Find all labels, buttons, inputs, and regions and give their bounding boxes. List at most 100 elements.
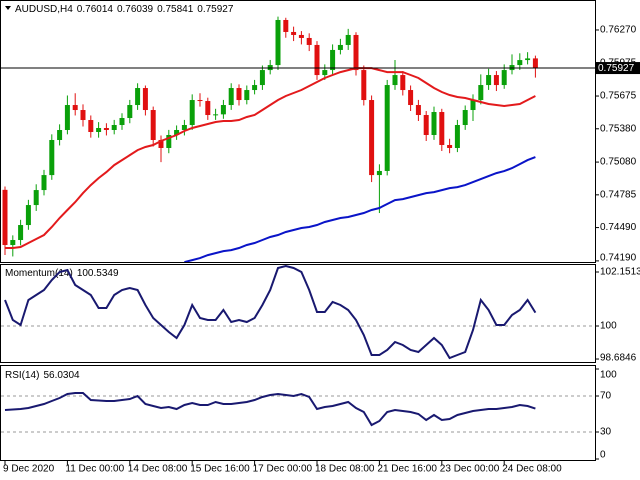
indicator-line: [4, 392, 536, 427]
candle-body: [64, 105, 70, 131]
candle-body: [361, 70, 367, 101]
low-value: 0.75841: [157, 4, 194, 15]
candle-body: [197, 100, 203, 102]
candle-body: [80, 110, 86, 121]
candle-body: [376, 170, 382, 176]
candle-body: [213, 114, 219, 116]
y-tick-label: 0.74190: [600, 253, 637, 264]
moving-average: [184, 156, 536, 262]
y-tick-label: 0: [600, 450, 606, 461]
y-tick-label: 0.75080: [600, 157, 637, 168]
y-tick-label: 0.75380: [600, 123, 637, 134]
y-tick-label: 98.6846: [600, 353, 637, 364]
y-tick-label: 0.74785: [600, 189, 637, 200]
candle-body: [103, 128, 109, 131]
candle-body: [314, 44, 320, 76]
candle-body: [447, 144, 453, 148]
momentum-header: Momentum(14) 100.5349: [5, 268, 119, 279]
candle-body: [41, 175, 47, 191]
x-tick-label: 24 Dec 08:00: [502, 464, 562, 475]
x-tick-label: 11 Dec 00:00: [65, 464, 124, 475]
candle-body: [72, 105, 78, 111]
candle-body: [298, 34, 304, 38]
candle-body: [111, 125, 117, 131]
y-tick-label: 0.75675: [600, 91, 637, 102]
candle-body: [384, 85, 390, 171]
x-tick-label: 18 Dec 08:00: [315, 464, 375, 475]
candle-body: [369, 100, 375, 176]
candle-body: [486, 75, 492, 86]
candle-body: [330, 49, 336, 71]
y-tick-label: 0.76270: [600, 25, 637, 36]
moving-average: [5, 67, 536, 249]
candle-body: [88, 120, 94, 132]
candle-body: [431, 112, 437, 135]
rsi-header: RSI(14) 56.0304: [5, 370, 80, 381]
candle-body: [400, 75, 406, 91]
rsi-title: RSI(14): [5, 370, 39, 381]
candle-body: [517, 60, 523, 66]
y-tick-label: 30: [600, 427, 612, 438]
candle-body: [415, 105, 421, 116]
close-value: 0.75927: [197, 4, 234, 15]
candle-body: [205, 101, 211, 116]
plot-area: [1, 392, 595, 433]
y-tick-label: 70: [600, 391, 612, 402]
symbol: AUDUSD,H4: [15, 4, 73, 15]
candle-body: [174, 130, 180, 135]
y-tick-label: 102.1513: [600, 267, 640, 278]
candle-body: [2, 189, 8, 246]
candle-body: [33, 190, 39, 206]
momentum-title: Momentum(14): [5, 268, 73, 279]
candle-body: [423, 115, 429, 135]
symbol-icon: [5, 6, 11, 10]
candle-body: [439, 112, 445, 145]
candle-body: [252, 85, 258, 91]
y-tick-label: 0.74490: [600, 222, 637, 233]
momentum-last: 100.5349: [77, 268, 119, 279]
rsi-last: 56.0304: [43, 370, 80, 381]
candle-body: [10, 240, 16, 246]
candle-body: [275, 19, 281, 66]
candle-body: [135, 88, 141, 106]
candle-body: [493, 75, 499, 86]
candle-body: [142, 88, 148, 111]
candle-body: [454, 125, 460, 148]
indicator-line: [4, 265, 537, 360]
candle-body: [158, 139, 164, 148]
price-tag-label: 0.75927: [598, 63, 635, 74]
candle-body: [525, 58, 531, 61]
x-tick-label: 14 Dec 08:00: [128, 464, 188, 475]
candle-body: [57, 130, 63, 140]
candle-body: [18, 225, 24, 241]
candle-body: [25, 205, 31, 226]
candle-body: [119, 118, 125, 126]
candle-body: [166, 134, 172, 148]
open-value: 0.76014: [77, 4, 114, 15]
y-tick-label: 100: [600, 370, 617, 381]
candle-body: [392, 75, 398, 86]
candle-body: [283, 19, 289, 32]
momentum-panel-frame: [0, 264, 596, 363]
candle-body: [189, 100, 195, 126]
candle-body: [322, 70, 328, 76]
candle-body: [306, 37, 312, 45]
candle-body: [291, 31, 297, 35]
candle-body: [408, 90, 414, 106]
candle-body: [478, 85, 484, 101]
plot-area: [2, 16, 538, 262]
symbol-header: AUDUSD,H4 0.76014 0.76039 0.75841 0.75927: [15, 4, 234, 15]
candle-body: [127, 105, 133, 119]
x-tick-label: 17 Dec 00:00: [253, 464, 313, 475]
candle-body: [244, 90, 250, 101]
candle-body: [181, 125, 187, 131]
rsi-panel-frame: [0, 365, 596, 461]
candle-body: [220, 105, 226, 115]
candle-body: [259, 70, 265, 86]
plot-area: [1, 265, 595, 360]
main-panel-frame: [0, 0, 596, 263]
y-tick-label: 100: [600, 321, 617, 332]
candle-body: [532, 58, 538, 69]
